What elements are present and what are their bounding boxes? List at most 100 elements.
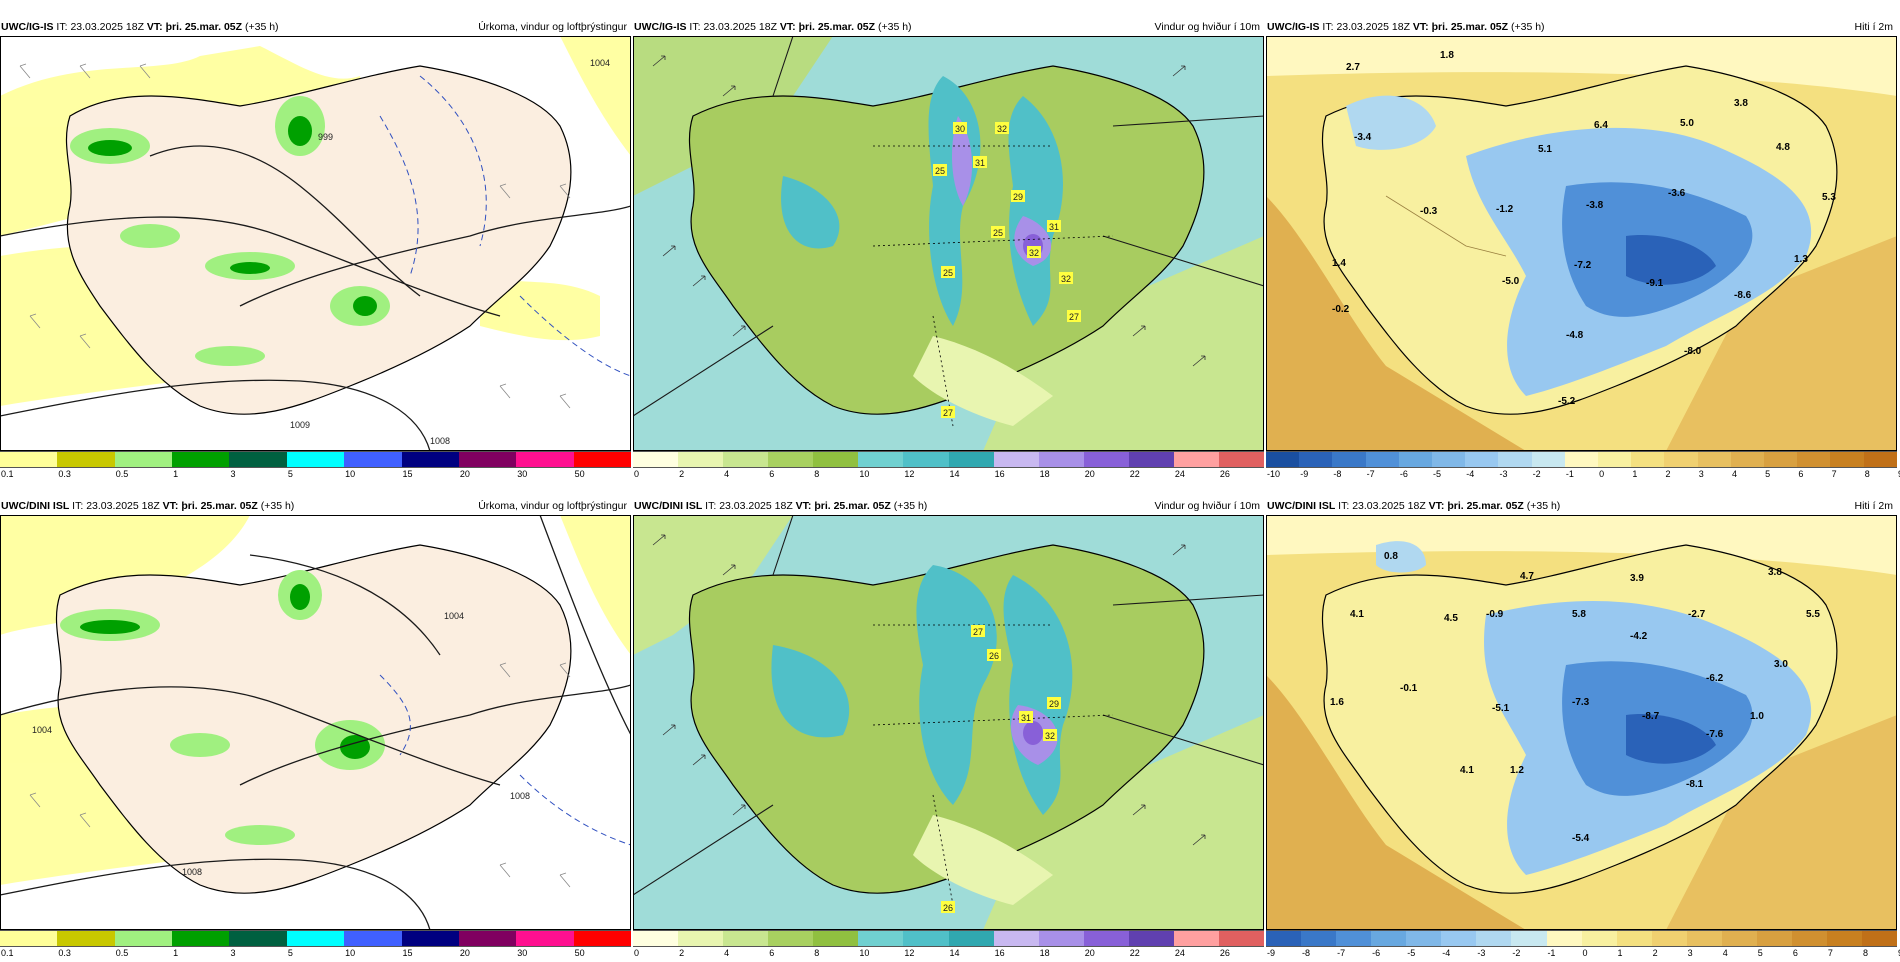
colorbar-swatch — [458, 452, 517, 467]
temp-label: -8.1 — [1686, 779, 1704, 790]
colorbar-tick-label: -9 — [1300, 469, 1309, 479]
gust-label: 32 — [1061, 274, 1071, 284]
temp-label: -4.8 — [1566, 330, 1584, 341]
temp-label: -7.2 — [1574, 260, 1592, 271]
vt-prefix: VT: — [146, 21, 163, 33]
colorbar-swatches — [1266, 930, 1898, 947]
it-prefix: IT: — [705, 500, 717, 512]
temp-label: 1.4 — [1332, 258, 1346, 269]
colorbar-ticks: 0.1 0.3 0.5 1 3 5 10 15 20 30 50 — [0, 469, 631, 481]
panel-temp-dini-isl: UWC/DINI ISL IT: 23.03.2025 18Z VT: þri.… — [1266, 497, 1900, 962]
colorbar-tick-label: 4 — [724, 469, 730, 479]
colorbar-swatch — [723, 452, 769, 467]
colorbar-swatch — [1365, 452, 1399, 467]
colorbar-swatch — [1406, 931, 1442, 946]
isobar-label: 1008 — [510, 791, 530, 801]
colorbar-swatch — [1219, 931, 1265, 946]
colorbar-tick-label: 2 — [679, 469, 685, 479]
temp-label: -3.4 — [1354, 132, 1372, 143]
model-name: UWC/IG-IS — [634, 21, 687, 33]
panel-title: Úrkoma, vindur og loftþrýstingur — [478, 21, 627, 33]
temp-label: 5.8 — [1572, 609, 1586, 620]
colorbar-swatch — [1371, 931, 1407, 946]
panel-wind-ig-is: UWC/IG-IS IT: 23.03.2025 18Z VT: þri. 25… — [633, 18, 1265, 483]
colorbar-tick-label: 2 — [1665, 469, 1671, 479]
colorbar-tick-label: 0.5 — [115, 469, 129, 479]
colorbar-tick-label: 0.3 — [58, 469, 71, 479]
colorbar-swatch — [1730, 452, 1765, 467]
temp-label: 1.8 — [1440, 50, 1454, 61]
colorbar-swatch — [1564, 452, 1599, 467]
valid-time: þri. 25.mar. 05Z — [798, 21, 876, 33]
temp-label: 1.3 — [1794, 254, 1808, 265]
init-time: 23.03.2025 18Z — [1352, 500, 1426, 512]
panel-wind-dini-isl: UWC/DINI ISL IT: 23.03.2025 18Z VT: þri.… — [633, 497, 1265, 962]
it-prefix: IT: — [689, 21, 701, 33]
colorbar-tick-label: 6 — [769, 469, 775, 479]
panel-header: UWC/IG-IS IT: 23.03.2025 18Z VT: þri. 25… — [1266, 18, 1897, 36]
colorbar-swatch — [573, 931, 631, 946]
colorbar-tick-label: 24 — [1174, 469, 1185, 479]
gust-label: 26 — [943, 903, 953, 913]
colorbar: 0 2 4 6 8 10 12 14 16 18 20 22 24 26 — [633, 451, 1265, 481]
colorbar-tick-label: 0 — [1599, 469, 1605, 479]
isobar-label: 1008 — [430, 436, 450, 446]
colorbar-tick-label: 26 — [1219, 469, 1230, 479]
colorbar-swatch — [1863, 452, 1897, 467]
colorbar-swatch — [948, 452, 994, 467]
colorbar-swatch — [344, 452, 402, 467]
gust-label: 25 — [935, 166, 945, 176]
colorbar-swatch — [1173, 931, 1220, 946]
colorbar-swatch — [723, 931, 769, 946]
temp-label: -0.1 — [1400, 683, 1418, 694]
colorbar-swatch — [1651, 931, 1687, 946]
colorbar-swatch — [458, 931, 517, 946]
init-time: 23.03.2025 18Z — [86, 500, 160, 512]
colorbar-swatch — [1581, 931, 1617, 946]
colorbar-swatch — [1686, 931, 1722, 946]
temp-label: 5.0 — [1680, 118, 1694, 129]
temp-label: 1.6 — [1330, 697, 1344, 708]
colorbar-swatch — [1546, 931, 1582, 946]
colorbar-swatch — [286, 452, 345, 467]
colorbar-swatch — [1756, 931, 1792, 946]
colorbar-swatch — [633, 931, 679, 946]
panel-header: UWC/IG-IS IT: 23.03.2025 18Z VT: þri. 25… — [0, 18, 631, 36]
colorbar-swatch — [57, 931, 115, 946]
colorbar-tick-label: 10 — [859, 469, 870, 479]
temp-label: -3.8 — [1586, 200, 1604, 211]
vt-prefix: VT: — [795, 500, 812, 512]
colorbar-swatch — [1531, 452, 1565, 467]
colorbar-tick-label: 50 — [574, 469, 585, 479]
colorbar-swatch — [573, 452, 631, 467]
colorbar-swatch — [1631, 452, 1665, 467]
gust-label: 31 — [1049, 222, 1059, 232]
colorbar-tick-label: -1 — [1565, 469, 1574, 479]
temp-label: -7.3 — [1572, 697, 1590, 708]
panel-precip-ig-is: UWC/IG-IS IT: 23.03.2025 18Z VT: þri. 25… — [0, 18, 631, 483]
colorbar-swatch — [633, 452, 679, 467]
colorbar-swatch — [993, 452, 1039, 467]
colorbar-tick-label: 12 — [904, 469, 915, 479]
colorbar-swatch — [172, 931, 230, 946]
valid-time: þri. 25.mar. 05Z — [1447, 500, 1524, 512]
colorbar-ticks: -10-9-8-7-6-5-4-3-2-10123456789 — [1266, 469, 1900, 481]
colorbar-swatch — [1476, 931, 1512, 946]
it-prefix: IT: — [1338, 500, 1350, 512]
colorbar-swatch — [1830, 452, 1864, 467]
colorbar-tick-label: 10 — [345, 469, 356, 479]
temp-label: -9.1 — [1646, 278, 1664, 289]
colorbar-swatch — [172, 452, 230, 467]
panel-header: UWC/DINI ISL IT: 23.03.2025 18Z VT: þri.… — [1266, 497, 1897, 515]
panel-title: Hiti í 2m — [1854, 500, 1893, 512]
colorbar-swatch — [993, 931, 1039, 946]
lead-time: (+35 h) — [1510, 21, 1545, 33]
colorbar-swatch — [1441, 931, 1477, 946]
lead-time: (+35 h) — [260, 500, 295, 512]
temp-label: -0.9 — [1486, 609, 1504, 620]
gust-label: 31 — [975, 158, 985, 168]
gust-label: 25 — [993, 228, 1003, 238]
colorbar-swatch — [1038, 452, 1084, 467]
colorbar-tick-label: 3 — [230, 469, 236, 479]
colorbar-tick-label: 15 — [402, 469, 413, 479]
